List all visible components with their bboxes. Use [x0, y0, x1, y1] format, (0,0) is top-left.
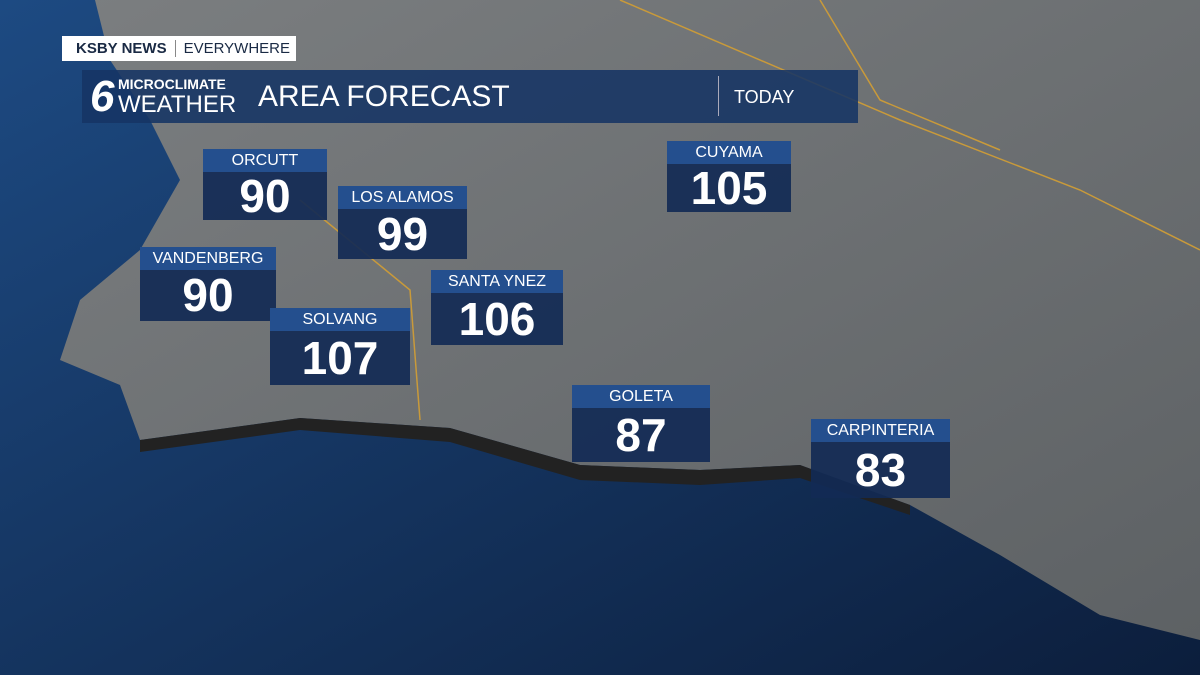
- brand: KSBY NEWS: [62, 40, 176, 57]
- logo-number: 6: [90, 72, 115, 121]
- location-box: LOS ALAMOS 99: [338, 186, 467, 259]
- location-name: CUYAMA: [667, 141, 791, 164]
- temperature: 87: [572, 408, 710, 462]
- temperature: 105: [667, 164, 791, 212]
- temperature: 90: [203, 172, 327, 220]
- location-box: SOLVANG 107: [270, 308, 410, 385]
- tagline: EVERYWHERE: [183, 40, 290, 57]
- header-bar: 6 MICROCLIMATE WEATHER AREA FORECAST TOD…: [82, 70, 858, 123]
- location-box: ORCUTT 90: [203, 149, 327, 220]
- roads: [299, 0, 1200, 421]
- temperature: 90: [140, 270, 276, 321]
- temperature: 107: [270, 331, 410, 385]
- temperature: 106: [431, 293, 563, 345]
- location-name: LOS ALAMOS: [338, 186, 467, 209]
- logo-bottom: WEATHER: [118, 91, 237, 118]
- location-name: VANDENBERG: [140, 247, 276, 270]
- location-box: VANDENBERG 90: [140, 247, 276, 321]
- temperature: 83: [811, 442, 950, 498]
- location-box: CUYAMA 105: [667, 141, 791, 212]
- location-box: SANTA YNEZ 106: [431, 270, 563, 345]
- title: AREA FORECAST: [258, 80, 510, 113]
- location-name: CARPINTERIA: [811, 419, 950, 442]
- location-box: CARPINTERIA 83: [811, 419, 950, 498]
- separator: [718, 76, 719, 116]
- location-name: GOLETA: [572, 385, 710, 408]
- station-tag: KSBY NEWS EVERYWHERE: [62, 36, 296, 61]
- period: TODAY: [734, 87, 795, 107]
- temperature: 99: [338, 209, 467, 259]
- logo-top: MICROCLIMATE: [118, 76, 226, 92]
- location-name: ORCUTT: [203, 149, 327, 172]
- location-box: GOLETA 87: [572, 385, 710, 462]
- location-name: SOLVANG: [270, 308, 410, 331]
- location-name: SANTA YNEZ: [431, 270, 563, 293]
